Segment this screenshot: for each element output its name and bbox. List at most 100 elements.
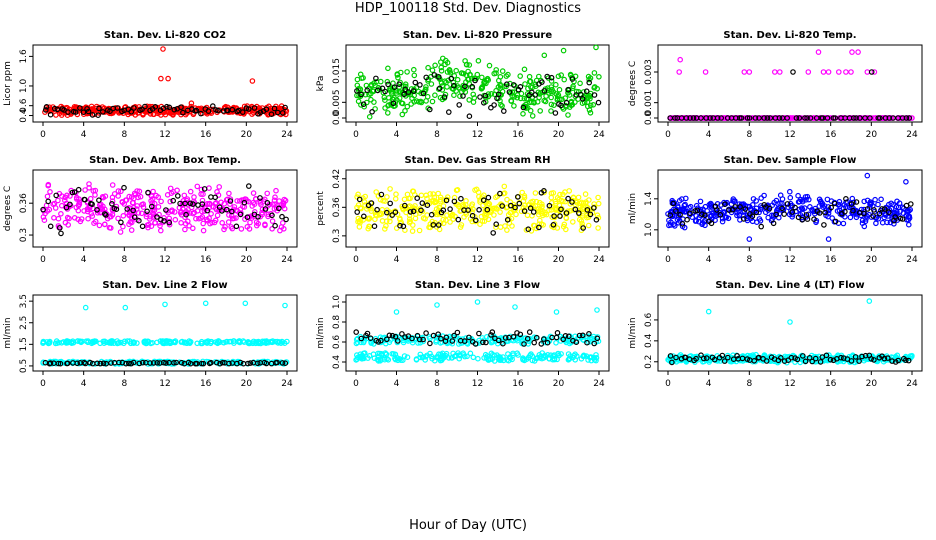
data-point <box>521 193 528 199</box>
data-point <box>832 115 839 121</box>
data-point <box>872 196 878 203</box>
data-point <box>862 352 869 359</box>
data-point <box>383 209 390 216</box>
data-point <box>466 334 472 341</box>
data-point <box>591 85 598 91</box>
data-point <box>366 91 372 98</box>
data-point <box>548 94 555 101</box>
data-point <box>281 196 288 203</box>
data-point <box>830 115 837 121</box>
data-point <box>283 216 289 223</box>
data-point <box>259 206 266 213</box>
data-point <box>122 304 129 311</box>
data-point <box>770 220 777 227</box>
data-point <box>522 202 528 209</box>
data-point <box>146 105 153 112</box>
data-point <box>548 74 555 81</box>
data-point <box>172 216 179 223</box>
data-point <box>383 218 390 225</box>
data-point <box>391 84 398 91</box>
panel-5: Stan. Dev. Gas Stream RH percent 0 4 8 12 16 20… <box>316 155 610 265</box>
data-point <box>202 300 209 307</box>
data-point <box>493 87 499 94</box>
data-point <box>412 79 419 86</box>
data-point <box>410 208 417 215</box>
data-point <box>866 298 873 304</box>
data-point <box>45 340 52 347</box>
data-point <box>499 203 506 209</box>
x-tick-label: 8 <box>746 255 752 265</box>
data-point <box>694 207 701 214</box>
data-point <box>500 108 507 114</box>
data-point <box>246 340 253 347</box>
data-point <box>815 49 822 55</box>
data-point <box>514 194 521 200</box>
data-point <box>201 186 208 192</box>
data-point <box>721 201 728 208</box>
data-point <box>572 206 579 213</box>
y-tick-label: 0.003 <box>644 59 654 85</box>
data-point <box>441 78 448 85</box>
data-point <box>502 335 509 341</box>
data-point <box>825 69 832 75</box>
data-point <box>563 210 570 216</box>
data-point <box>488 104 494 111</box>
data-point <box>390 351 397 357</box>
data-point <box>409 222 416 228</box>
data-point <box>193 215 199 222</box>
data-point <box>115 215 121 222</box>
data-point <box>216 184 223 190</box>
data-point <box>552 198 559 205</box>
data-point <box>393 90 400 96</box>
data-point <box>524 212 531 219</box>
data-point <box>461 214 467 220</box>
data-point <box>707 115 713 121</box>
data-point <box>177 200 183 207</box>
data-point <box>853 115 859 121</box>
x-tick-label: 0 <box>40 379 46 389</box>
data-point <box>868 200 875 207</box>
data-point <box>681 202 688 209</box>
data-point <box>181 192 188 199</box>
x-tick-label: 12 <box>472 130 483 140</box>
data-point <box>890 115 896 121</box>
data-point <box>409 95 415 102</box>
x-tick-label: 20 <box>241 379 253 389</box>
data-point <box>784 201 791 207</box>
data-point <box>446 67 453 73</box>
data-point <box>738 115 745 121</box>
x-tick-label: 20 <box>553 255 565 265</box>
data-point <box>383 336 390 343</box>
data-point <box>179 338 185 345</box>
data-point <box>706 201 713 208</box>
data-point <box>763 358 770 364</box>
data-point <box>246 106 252 112</box>
data-point <box>53 112 59 118</box>
data-point <box>182 226 188 233</box>
data-point <box>462 83 468 90</box>
data-point <box>832 218 839 225</box>
data-point <box>753 198 760 204</box>
data-point <box>680 207 687 214</box>
data-point <box>158 198 164 205</box>
data-point <box>72 109 79 115</box>
x-tick-label: 4 <box>394 379 400 389</box>
data-point <box>150 213 157 219</box>
data-point <box>411 72 418 79</box>
data-point <box>368 200 375 206</box>
data-point <box>868 115 875 121</box>
data-point <box>826 352 832 358</box>
data-point <box>454 76 461 83</box>
data-point <box>584 339 590 346</box>
data-point <box>88 103 95 110</box>
data-point <box>536 94 542 101</box>
x-tick-label: 8 <box>121 130 127 140</box>
data-point <box>419 200 426 206</box>
x-tick-label: 16 <box>825 130 837 140</box>
x-tick-label: 8 <box>121 379 127 389</box>
data-point <box>130 359 137 366</box>
data-point <box>510 82 517 88</box>
data-point <box>358 335 365 342</box>
data-point <box>803 197 809 203</box>
data-point <box>447 206 453 212</box>
